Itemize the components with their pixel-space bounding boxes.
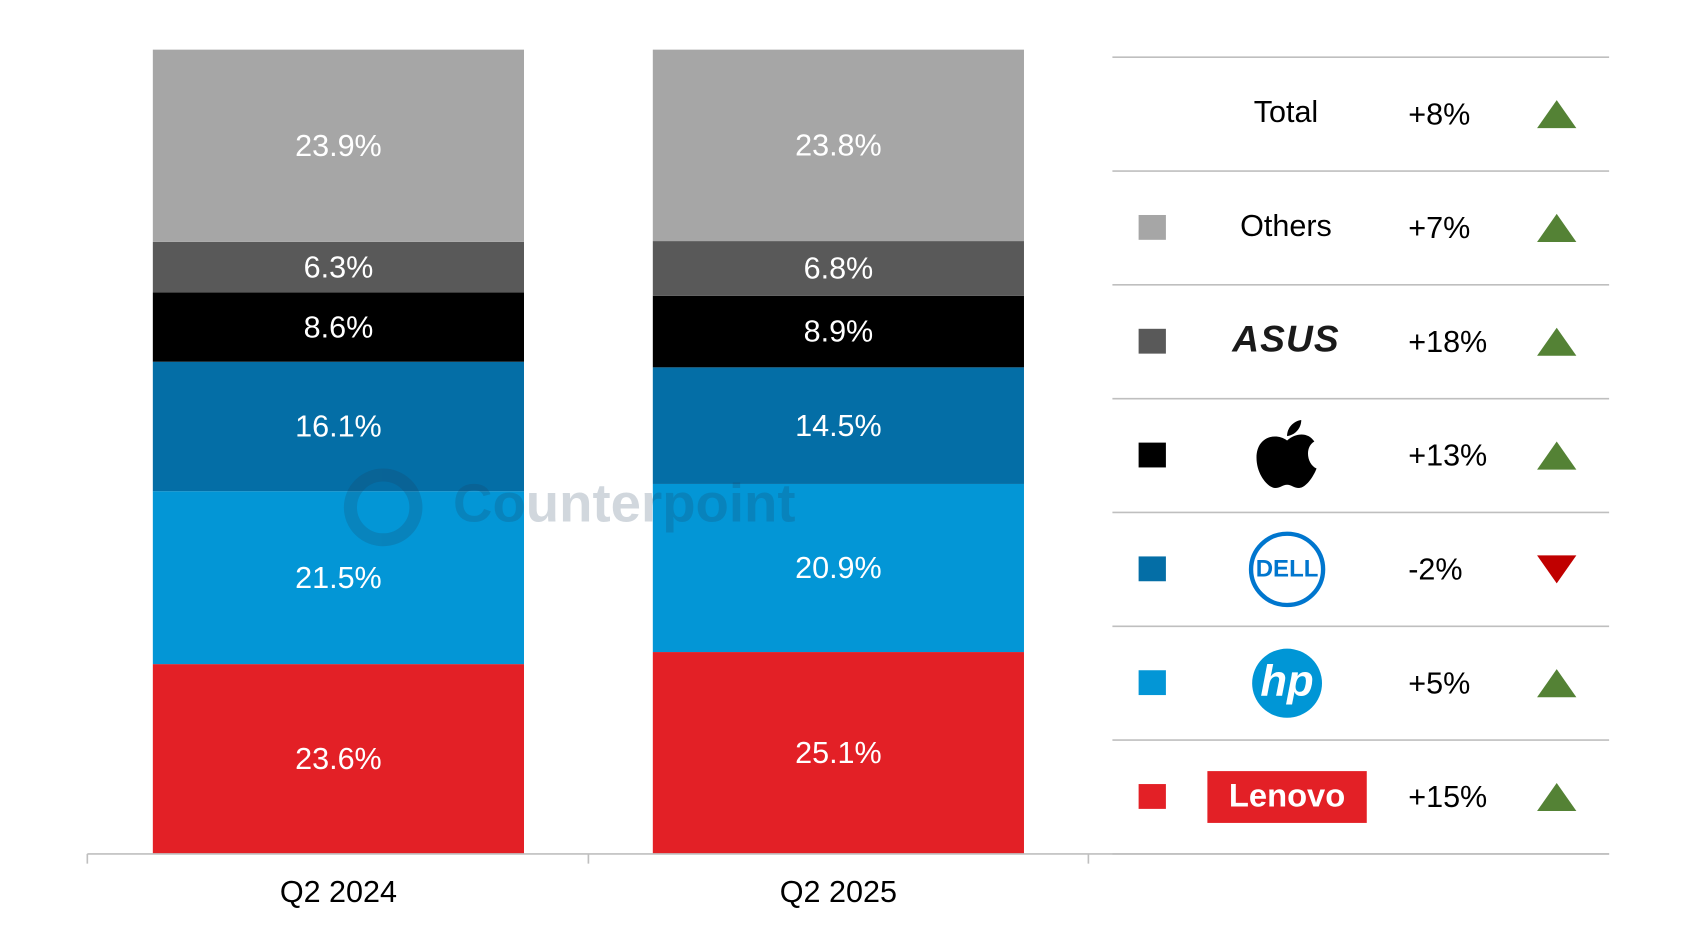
legend-logo: hp: [1260, 658, 1313, 706]
growth-arrow: [1537, 100, 1577, 129]
watermark-group: Counterpoint: [343, 468, 796, 547]
value-label: 23.9%: [295, 129, 382, 163]
bar-segment: [152, 361, 525, 492]
growth-label: +7%: [1408, 211, 1470, 245]
value-label: 23.8%: [795, 129, 882, 163]
x-tick-label: Q2 2024: [280, 875, 397, 909]
legend-label: Total: [1254, 95, 1319, 129]
growth-label: +8%: [1408, 97, 1470, 131]
value-label: 8.9%: [804, 315, 874, 349]
legend-swatch: [1138, 442, 1166, 468]
legend-swatch: [1138, 556, 1166, 582]
legend-logo: Lenovo: [1229, 778, 1345, 814]
bar-segment: [152, 49, 525, 242]
value-label: 23.6%: [295, 742, 382, 776]
growth-label: -2%: [1408, 553, 1462, 587]
value-label: 25.1%: [795, 736, 882, 770]
legend-swatch: [1138, 670, 1166, 696]
bar-segment: [152, 491, 525, 665]
bar-segment: [152, 241, 525, 293]
hp-logo-disc: [1252, 648, 1323, 718]
lenovo-logo-box: [1207, 771, 1367, 823]
bar-segment: [652, 241, 1024, 296]
growth-arrow: [1537, 213, 1577, 242]
growth-arrow: [1537, 327, 1577, 356]
bar-segment: [652, 295, 1024, 368]
bar-segment: [152, 292, 525, 362]
value-label: 21.5%: [295, 561, 382, 595]
bar-segment: [152, 664, 525, 854]
x-tick-label: Q2 2025: [780, 875, 897, 909]
growth-label: +15%: [1408, 780, 1487, 814]
legend-swatch: [1138, 328, 1166, 354]
dell-logo-ring: [1248, 531, 1326, 608]
apple-logo: [1256, 419, 1317, 488]
bar-segment: [652, 49, 1024, 242]
bar-segment: [652, 652, 1024, 854]
value-label: 6.3%: [304, 251, 374, 285]
growth-arrow: [1537, 782, 1577, 812]
value-label: 6.8%: [804, 252, 874, 286]
legend-label: Others: [1240, 209, 1332, 243]
value-label: 20.9%: [795, 551, 882, 585]
growth-arrow: [1537, 441, 1577, 470]
growth-label: +5%: [1408, 666, 1470, 700]
value-label: 16.1%: [295, 410, 382, 444]
growth-label: +13%: [1408, 439, 1487, 473]
value-label: 14.5%: [795, 409, 882, 443]
legend-swatch: [1138, 214, 1166, 240]
legend-logo: ASUS: [1231, 319, 1339, 360]
legend-swatch: [1138, 784, 1166, 809]
legend-logo: DELL: [1256, 556, 1319, 583]
watermark-icon: [343, 468, 423, 547]
watermark: Counterpoint: [453, 473, 795, 534]
value-label: 8.6%: [304, 310, 374, 344]
bar-segment: [652, 483, 1024, 653]
growth-arrow: [1537, 669, 1577, 698]
bar-segment: [652, 367, 1024, 484]
growth-arrow: [1537, 555, 1577, 584]
growth-label: +18%: [1408, 325, 1487, 359]
